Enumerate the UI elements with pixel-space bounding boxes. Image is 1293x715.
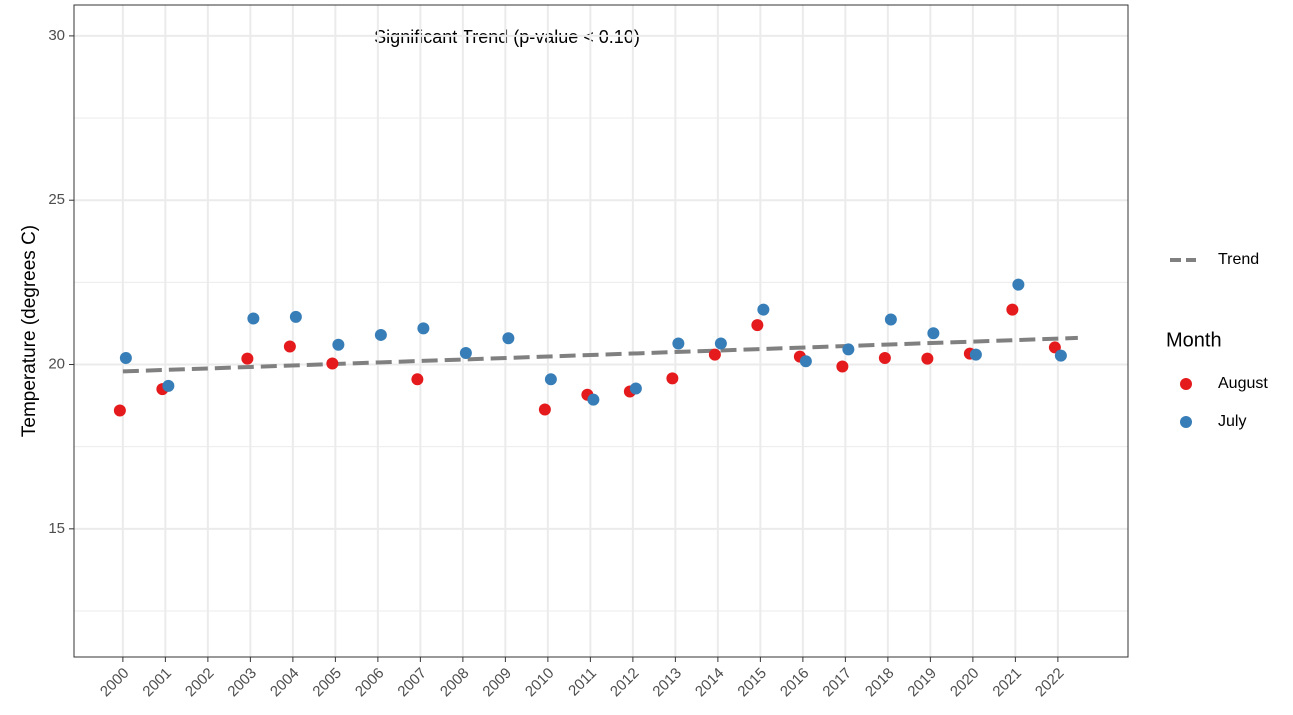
x-tick-label: 2010 — [522, 665, 558, 701]
point — [842, 343, 855, 356]
y-tick-label: 15 — [48, 520, 65, 537]
point — [666, 372, 679, 385]
x-tick-label: 2004 — [267, 665, 303, 701]
y-tick-label: 25 — [48, 191, 65, 208]
point — [502, 332, 515, 345]
point — [836, 360, 849, 373]
x-tick-label: 2001 — [139, 665, 175, 701]
x-tick-label: 2008 — [437, 665, 473, 701]
point — [1048, 341, 1061, 354]
y-tick-label: 30 — [48, 27, 65, 44]
point — [119, 351, 132, 364]
x-tick-label: 2007 — [394, 665, 430, 701]
point — [538, 403, 551, 416]
x-tick-label: 2011 — [565, 665, 600, 700]
x-tick-label: 2017 — [819, 665, 855, 701]
point — [927, 327, 940, 340]
point — [799, 355, 812, 368]
point — [878, 351, 891, 364]
x-tick-label: 2016 — [777, 665, 813, 701]
point — [332, 338, 345, 351]
point — [969, 348, 982, 361]
point — [708, 348, 721, 361]
panel-border — [73, 4, 1129, 658]
point — [757, 303, 770, 316]
legend-label: July — [1218, 413, 1246, 430]
point — [374, 328, 387, 341]
point — [241, 352, 254, 365]
legend-label: Trend — [1218, 251, 1259, 268]
x-tick-label: 2015 — [734, 665, 770, 701]
point — [629, 382, 642, 395]
point — [1012, 278, 1025, 291]
y-tick-label: 20 — [48, 355, 65, 372]
point — [162, 379, 175, 392]
point — [113, 404, 126, 417]
x-tick-label: 2014 — [692, 665, 728, 701]
legend-title: Month — [1166, 329, 1222, 351]
trend-line — [122, 335, 1078, 374]
x-tick-label: 2013 — [649, 665, 685, 701]
point — [544, 373, 557, 386]
legend-key — [1180, 378, 1192, 390]
point — [326, 357, 339, 370]
x-tick-label: 2020 — [947, 665, 983, 701]
point — [1054, 349, 1067, 362]
y-axis-title: Temperature (degrees C) — [19, 225, 40, 437]
point — [289, 310, 302, 323]
point — [247, 312, 260, 325]
x-tick-label: 2002 — [182, 665, 218, 701]
point — [1006, 303, 1019, 316]
point — [283, 340, 296, 353]
x-tick-label: 2005 — [309, 665, 345, 701]
point — [921, 352, 934, 365]
x-tick-label: 2022 — [1032, 665, 1068, 701]
legend-label: August — [1218, 375, 1268, 392]
x-tick-label: 2018 — [862, 665, 898, 701]
x-tick-label: 2003 — [224, 665, 260, 701]
point — [417, 322, 430, 335]
point — [411, 373, 424, 386]
point — [714, 337, 727, 350]
point — [587, 393, 600, 406]
point — [459, 347, 472, 360]
x-tick-label: 2019 — [904, 665, 940, 701]
x-tick-label: 2006 — [352, 665, 388, 701]
point — [672, 337, 685, 350]
point — [884, 313, 897, 326]
x-tick-label: 2000 — [97, 665, 133, 701]
x-tick-label: 2012 — [607, 665, 643, 701]
legend-key — [1180, 416, 1192, 428]
point — [751, 319, 764, 332]
x-tick-label: 2009 — [479, 665, 515, 701]
x-tick-label: 2021 — [989, 665, 1025, 701]
